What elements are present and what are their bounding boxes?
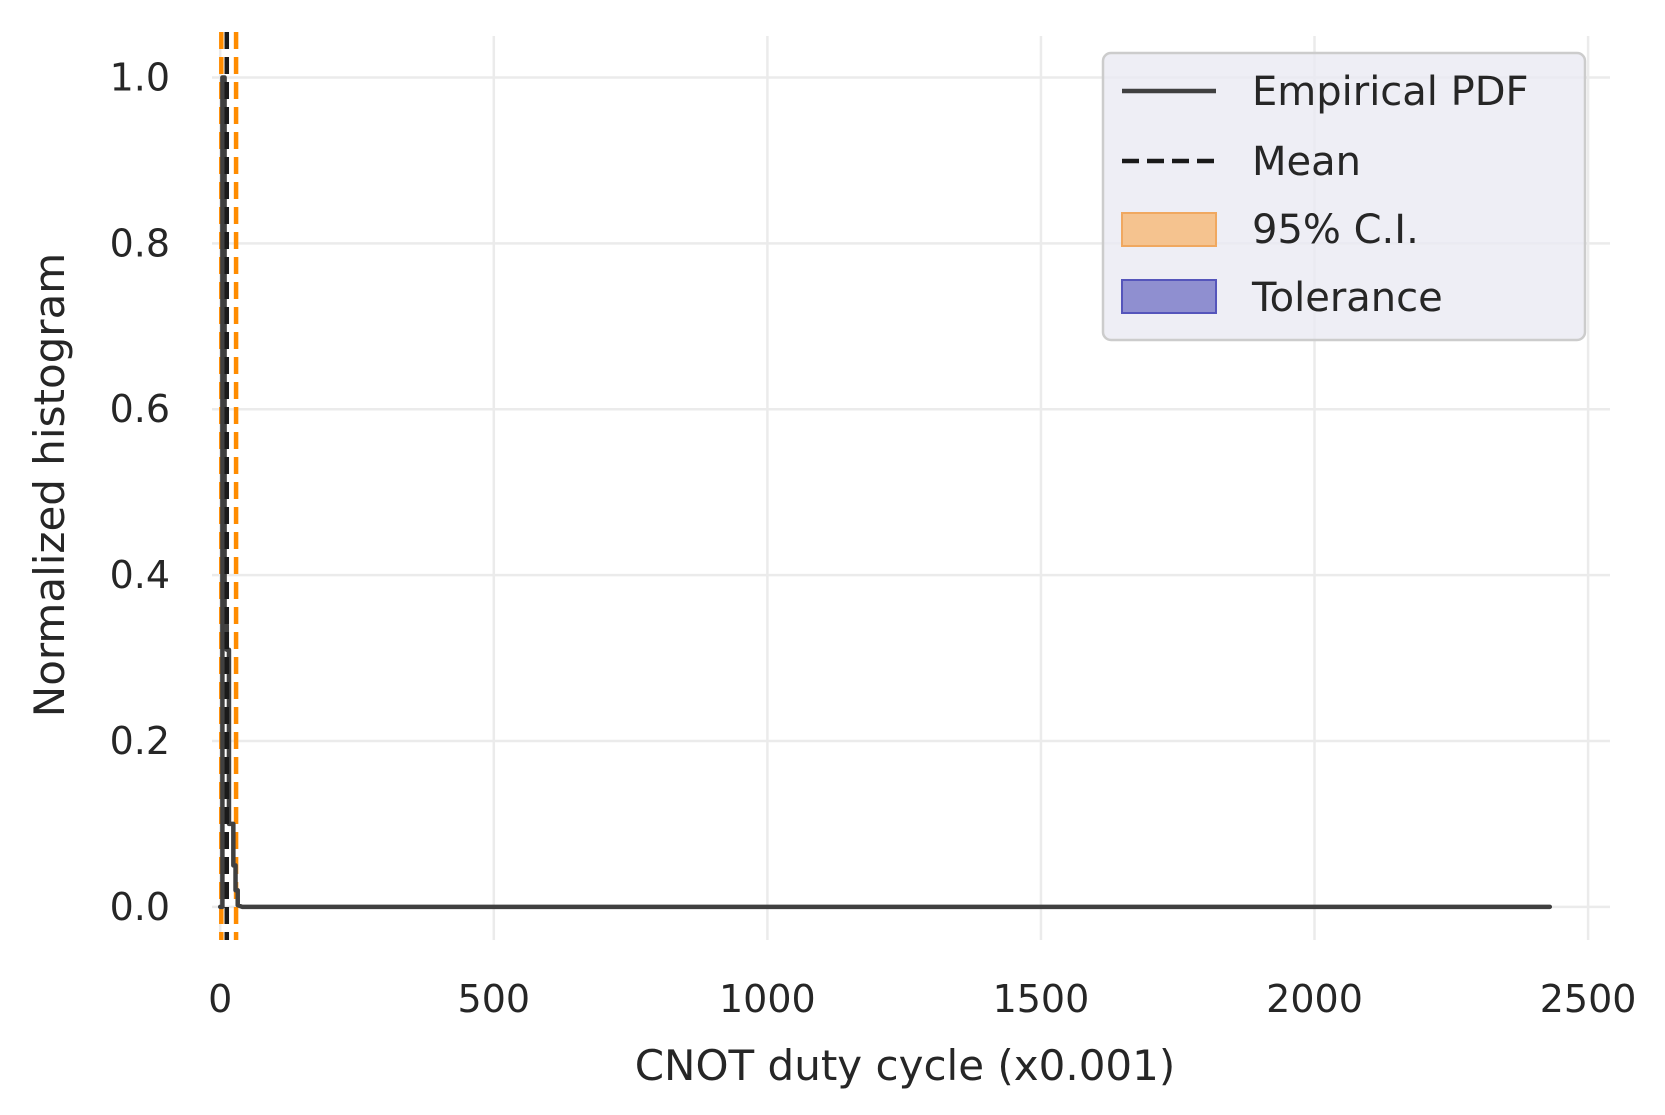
legend-ci-label: 95% C.I. [1252,207,1419,253]
legend-box [1101,51,1587,342]
legend: Empirical PDF Mean 95% C.I. Tolerance [1101,51,1587,342]
x-tick-label: 1500 [993,977,1090,1021]
legend-tolerance-swatch [1121,279,1217,314]
x-tick-label: 500 [458,977,531,1021]
y-tick-label: 0.8 [110,221,170,265]
y-tick-label: 0.4 [110,553,170,597]
x-tick-label: 0 [208,977,232,1021]
legend-empirical-pdf-label: Empirical PDF [1252,69,1529,115]
legend-tolerance-label: Tolerance [1251,275,1443,321]
x-tick-label: 2000 [1266,977,1363,1021]
y-tick-labels: 0.0 0.2 0.4 0.6 0.8 1.0 [110,55,170,928]
x-tick-labels: 0 500 1000 1500 2000 2500 [208,977,1636,1021]
x-tick-label: 2500 [1540,977,1637,1021]
x-tick-label: 1000 [719,977,816,1021]
legend-ci-swatch [1121,212,1217,247]
y-tick-label: 0.2 [110,719,170,763]
y-tick-label: 0.6 [110,387,170,431]
legend-mean-label: Mean [1252,139,1361,185]
x-axis-label: CNOT duty cycle (x0.001) [635,1041,1176,1090]
y-tick-label: 0.0 [110,885,170,929]
y-tick-label: 1.0 [110,55,170,99]
y-axis-label: Normalized histogram [25,253,74,717]
